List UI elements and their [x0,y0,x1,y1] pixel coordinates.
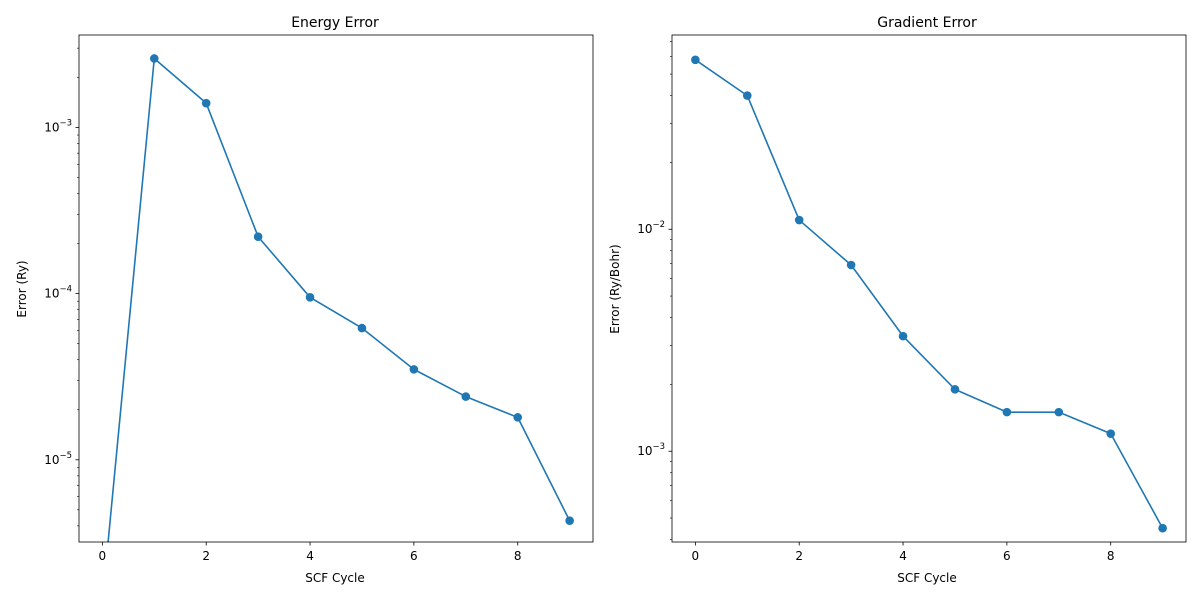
data-point [461,392,471,401]
x-tick-label: 4 [306,549,314,563]
data-point [565,516,574,525]
data-point [149,54,159,63]
chart-title: Gradient Error [877,15,977,31]
x-tick-label: 2 [795,549,803,563]
y-tick-label: 10−2 [637,220,665,236]
series-line [107,57,571,542]
data-point [1002,407,1012,417]
data-point [691,55,700,65]
x-tick-label: 6 [410,549,418,563]
data-point [742,91,752,100]
y-axis-label: Error (Ry/Bohr) [608,244,622,333]
x-tick-label: 0 [692,549,700,563]
gradient-error-axes: Gradient Error SCF Cycle Error (Ry/Bohr)… [608,15,1187,585]
y-axis-label: Error (Ry) [15,260,29,317]
x-axis-label: SCF Cycle [305,571,365,585]
y-tick-label: 10−3 [44,118,72,134]
data-point [1054,407,1064,417]
data-point [1158,523,1167,533]
data-point [846,260,856,270]
energy-error-axes: Energy Error SCF Cycle Error (Ry) 10−5 10… [15,15,594,585]
y-tick-label: 10−4 [44,285,72,301]
data-point [253,232,263,242]
x-axis-label: SCF Cycle [897,571,957,585]
data-point [513,413,523,422]
x-tick-label: 0 [99,549,107,563]
x-tick-label: 4 [899,549,907,563]
x-tick-label: 8 [1107,549,1115,563]
data-point [898,331,908,341]
plot-area [107,54,574,542]
data-point [409,365,419,374]
data-point [1106,429,1116,438]
data-point [950,385,960,394]
x-tick-label: 8 [514,549,522,563]
series-line [694,59,1164,529]
y-tick-label: 10−3 [637,442,665,458]
axes-frame [671,34,1187,543]
x-tick-label: 6 [1003,549,1011,563]
chart-title: Energy Error [291,15,379,31]
data-point [305,293,315,302]
axes-frame [78,34,594,543]
data-point [357,323,367,333]
data-point [201,98,211,108]
x-tick-label: 2 [202,549,210,563]
data-point [794,215,804,225]
y-tick-label: 10−5 [44,451,72,467]
plot-area [691,55,1167,533]
